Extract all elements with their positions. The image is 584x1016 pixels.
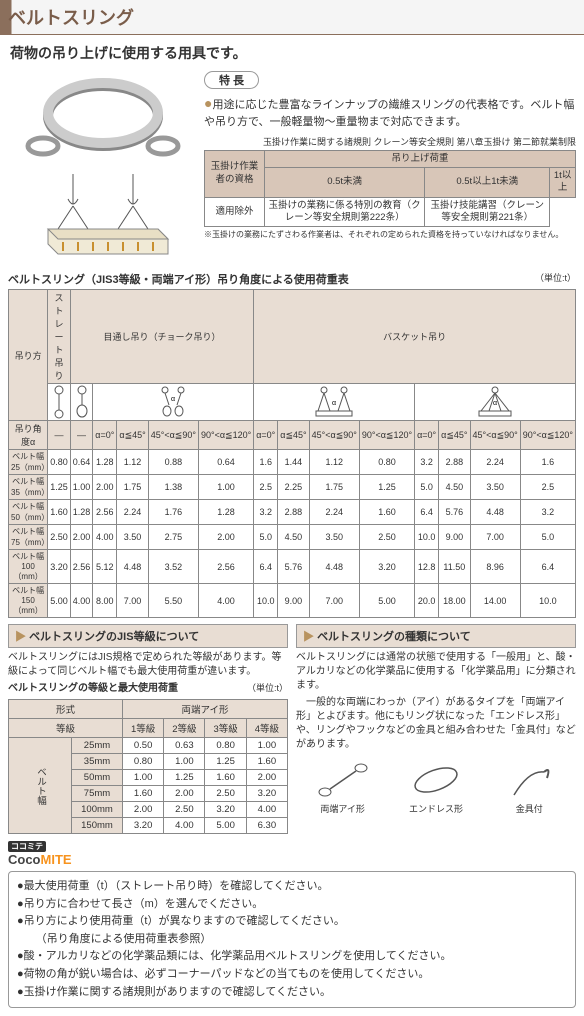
features-body: 用途に応じた豊富なラインナップの繊維スリングの代表格です。ベルト幅や吊り方で、一… [204,99,574,128]
load-title-text: ベルトスリング（JIS3等級・両端アイ形）吊り角度による使用荷重表 [8,274,349,286]
notes-list: 最大使用荷重（t）（ストレート吊り時）を確認してください。吊り方に合わせて長さ（… [17,878,567,1001]
grade-hdr: 等級 [9,719,123,738]
type-icon-eye: 両端アイ形 [313,760,373,815]
sling-image [18,71,188,166]
grade-table: 形式 両端アイ形 等級 1等級 2等級 3等級 4等級 ベルト幅25mm0.50… [8,699,288,834]
svg-text:α: α [171,396,175,403]
type-body1: ベルトスリングには通常の状態で使用する「一般用」と、酸・アルカリなどの化学薬品に… [296,651,576,693]
qual-col-1: 0.5t以上1t未満 [425,167,550,197]
qual-cell-2: 玉掛け技能講習（クレーン等安全規則第221条） [425,197,550,227]
style-hdr: 形式 [9,700,123,719]
logo-main1: Coco [8,852,41,867]
type-icons-row: 両端アイ形 エンドレス形 金具付 [296,760,576,815]
qual-top-hdr: 吊り上げ荷重 [265,150,576,167]
type-icon-endless: エンドレス形 [406,760,466,815]
type-hdr: 両端アイ形 [122,700,287,719]
page-subtitle: 荷物の吊り上げに使用する用具です。 [10,43,574,63]
angle-row: 吊り角度α ——α=0°α≦45°45°<α≦90°90°<α≦120°α=0°… [9,421,576,450]
qual-col-2: 1t以上 [550,167,576,197]
method-icon-basket-1: α [254,384,415,421]
jis-header: ▶ ベルトスリングのJIS等級について [8,624,288,648]
type-icon-hardware: 金具付 [499,760,559,815]
load-section-title: ベルトスリング（JIS3等級・両端アイ形）吊り角度による使用荷重表 （単位:t） [8,271,576,287]
type-hdr-text: ベルトスリングの種類について [317,631,471,643]
features-text: ●用途に応じた豊富なラインナップの繊維スリングの代表格です。ベルト幅や吊り方で、… [204,93,576,131]
type-body2: 一般的な両端にわっか（アイ）があるタイプを「両端アイ形」とよびます。他にもリング… [296,696,576,752]
logo: ココミテ CocoMITE [8,840,576,867]
grp-choke: 目通し吊り（チョーク吊り） [70,290,253,384]
page-title: ベルトスリング [8,8,134,28]
type-header: ▶ ベルトスリングの種類について [296,624,576,648]
jis-section: ▶ ベルトスリングのJIS等級について ベルトスリングにはJIS規格で定められた… [8,624,288,834]
qual-cell-0: 適用除外 [205,197,265,227]
svg-text:α: α [332,400,336,407]
jis-unit: （単位:t） [247,682,288,695]
method-icon-straight [48,384,71,421]
type-section: ▶ ベルトスリングの種類について ベルトスリングには通常の状態で使用する「一般用… [296,624,576,834]
features-label: 特 長 [204,71,259,89]
method-icon-choke-2: α [93,384,254,421]
image-area [8,71,198,267]
page-header: ベルトスリング [0,0,584,35]
qual-row-hdr: 玉掛け作業者の資格 [205,150,265,197]
type-label-2: 金具付 [516,804,543,814]
jis-hdr-text: ベルトスリングのJIS等級について [29,631,199,643]
jis-body: ベルトスリングにはJIS規格で定められた等級があります。等級によって同じベルト幅… [8,651,288,679]
two-col-section: ▶ ベルトスリングのJIS等級について ベルトスリングにはJIS規格で定められた… [0,624,584,834]
top-section: 特 長 ●用途に応じた豊富なラインナップの繊維スリングの代表格です。ベルト幅や吊… [0,71,584,267]
qual-note: ※玉掛けの業務にたずさわる作業者は、それぞれの定められた資格を持っていなければな… [204,229,576,240]
logo-main2: MITE [41,852,72,867]
jis-subhdr: ベルトスリングの等級と最大使用荷重（単位:t） [8,682,288,696]
qualification-table: 玉掛け作業者の資格 吊り上げ荷重 0.5t未満 0.5t以上1t未満 1t以上 … [204,150,576,228]
svg-text:α: α [493,400,497,407]
method-icon-choke-1 [70,384,93,421]
arrow-icon: ▶ [15,631,26,643]
notes-box: 最大使用荷重（t）（ストレート吊り時）を確認してください。吊り方に合わせて長さ（… [8,871,576,1008]
type-label-1: エンドレス形 [409,804,463,814]
type-label-0: 両端アイ形 [320,804,365,814]
method-label: 吊り方 [9,290,48,421]
features-area: 特 長 ●用途に応じた豊富なラインナップの繊維スリングの代表格です。ベルト幅や吊… [198,71,576,267]
load-table: 吊り方 ストレート吊り 目通し吊り（チョーク吊り） バスケット吊り α α α … [8,289,576,618]
grp-basket: バスケット吊り [254,290,576,384]
method-icon-basket-2: α [415,384,576,421]
grp-straight: ストレート吊り [48,290,71,384]
arrow-icon: ▶ [303,631,314,643]
load-unit: （単位:t） [535,271,576,284]
logo-pre: ココミテ [8,841,46,852]
note-indent: （吊り角度による使用荷重表参照） [30,931,567,949]
qual-col-0: 0.5t未満 [265,167,425,197]
regulation-note: 玉掛け作業に関する諸規則 クレーン等安全規則 第八章玉掛け 第二節就業制限 [204,135,576,148]
crane-illustration [28,174,178,267]
angle-label: 吊り角度α [9,421,48,450]
qual-cell-1: 玉掛けの業務に係る特別の教育（クレーン等安全規則第222条） [265,197,425,227]
